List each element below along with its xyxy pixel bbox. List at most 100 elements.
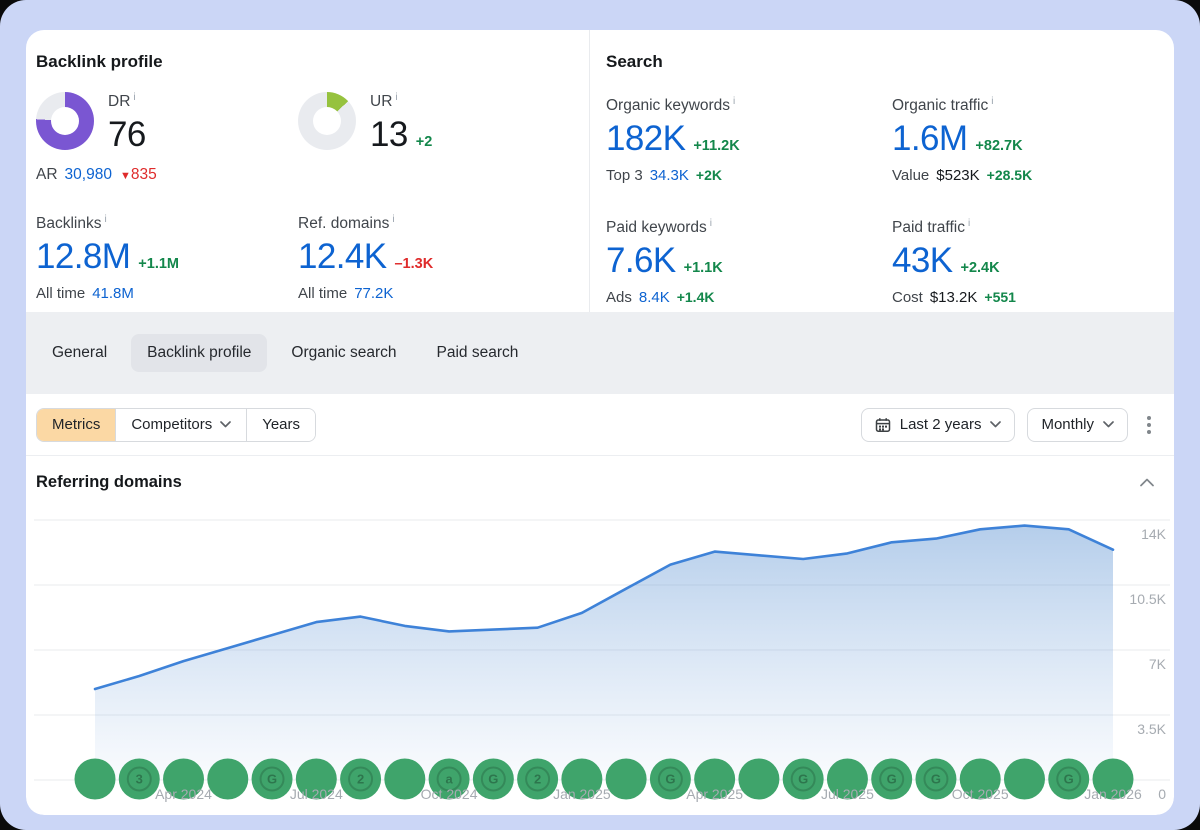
event-marker-glyph: G	[1064, 772, 1074, 787]
event-marker[interactable]	[74, 758, 116, 800]
all-time-backlinks-link[interactable]: 41.8M	[92, 284, 134, 302]
chart-area	[95, 525, 1113, 780]
paid-keywords-value-link[interactable]: 7.6K	[606, 241, 676, 281]
ur-label: UR	[370, 93, 393, 111]
event-marker[interactable]	[826, 758, 868, 800]
referring-domains-title: Referring domains	[36, 473, 182, 491]
paid-traffic-delta: +2.4K	[960, 260, 1000, 277]
event-marker-badge-ring	[657, 766, 683, 792]
event-marker[interactable]	[605, 758, 647, 800]
dr-value: 76	[108, 115, 146, 155]
event-marker[interactable]	[649, 758, 691, 800]
event-marker-badge-ring	[879, 766, 905, 792]
backlinks-value-link[interactable]: 12.8M	[36, 237, 131, 277]
event-marker[interactable]	[1048, 758, 1090, 800]
referring-domains-header: Referring domains	[26, 456, 1174, 492]
info-icon[interactable]: i	[392, 213, 395, 225]
tab-organic-search[interactable]: Organic search	[275, 334, 412, 372]
event-marker[interactable]	[1003, 758, 1045, 800]
event-marker[interactable]	[517, 758, 559, 800]
paid-keywords-delta: +1.1K	[683, 260, 723, 277]
event-marker-badge-ring	[436, 766, 462, 792]
backlinks-delta: +1.1M	[138, 256, 179, 273]
event-marker[interactable]	[340, 758, 382, 800]
info-icon[interactable]: i	[104, 213, 107, 225]
traffic-value: $523K	[936, 166, 980, 184]
years-label: Years	[262, 416, 301, 433]
event-marker[interactable]	[915, 758, 957, 800]
event-marker-glyph: G	[931, 772, 941, 787]
event-marker[interactable]	[384, 758, 426, 800]
event-marker-glyph: 2	[534, 772, 541, 787]
event-marker-badge-ring	[480, 766, 506, 792]
y-axis-label: 14K	[1141, 526, 1167, 542]
tab-general[interactable]: General	[36, 334, 123, 372]
event-marker[interactable]	[871, 758, 913, 800]
event-marker[interactable]	[118, 758, 160, 800]
chart-line	[93, 524, 1115, 691]
paid-keywords-stat: Paid keywords i 7.6K +1.1K Ads 8.4K +1.4K	[606, 218, 892, 306]
event-marker[interactable]	[738, 758, 780, 800]
event-marker[interactable]	[251, 758, 293, 800]
organic-traffic-value-link[interactable]: 1.6M	[892, 119, 968, 159]
top3-value-link[interactable]: 34.3K	[649, 166, 689, 184]
ar-value-link[interactable]: 30,980	[64, 165, 112, 183]
dr-stat: DR i 76 AR 30,980 ▼835	[36, 92, 298, 184]
more-options-button[interactable]	[1140, 411, 1158, 439]
x-axis-label: Oct 2024	[421, 786, 478, 802]
event-marker[interactable]	[561, 758, 603, 800]
all-time-ref-domains-link[interactable]: 77.2K	[354, 284, 394, 302]
info-icon[interactable]: i	[733, 96, 736, 107]
ads-delta: +1.4K	[676, 288, 715, 305]
info-icon[interactable]: i	[709, 217, 713, 229]
paid-traffic-value-link[interactable]: 43K	[892, 241, 953, 281]
organic-keywords-value-link[interactable]: 182K	[606, 119, 686, 159]
tab-backlink-profile[interactable]: Backlink profile	[131, 334, 268, 372]
chevron-down-icon	[1103, 421, 1114, 428]
search-heading: Search	[606, 52, 663, 71]
x-axis-label: Jul 2024	[290, 786, 343, 802]
event-marker-badge-ring	[525, 766, 551, 792]
granularity-button[interactable]: Monthly	[1027, 407, 1128, 442]
competitors-button[interactable]: Competitors	[116, 408, 248, 441]
chart-toolbar: Metrics Competitors Years Last 2 years M…	[26, 394, 1174, 456]
cost-delta: +551	[984, 288, 1016, 305]
event-marker[interactable]	[959, 758, 1001, 800]
info-icon[interactable]: i	[395, 92, 398, 103]
collapse-section-button[interactable]	[1136, 474, 1158, 491]
ads-value-link[interactable]: 8.4K	[638, 288, 670, 306]
y-axis-label: 7K	[1149, 656, 1167, 672]
paid-traffic-label: Paid traffic	[892, 219, 965, 237]
cost-label: Cost	[892, 288, 923, 306]
ref-domains-value-link[interactable]: 12.4K	[298, 237, 387, 277]
tab-paid-search[interactable]: Paid search	[421, 334, 535, 372]
info-icon[interactable]: i	[991, 96, 994, 107]
top3-label: Top 3	[606, 166, 643, 184]
years-button[interactable]: Years	[247, 408, 316, 441]
event-marker[interactable]	[163, 758, 205, 800]
event-marker-badge-ring	[790, 766, 816, 792]
traffic-value-delta: +28.5K	[986, 166, 1033, 183]
event-marker-glyph: G	[488, 772, 498, 787]
event-marker[interactable]	[207, 758, 249, 800]
organic-keywords-label: Organic keywords	[606, 97, 731, 115]
y-axis-label: 3.5K	[1137, 721, 1166, 737]
ref-domains-stat: Ref. domains i 12.4K –1.3K All time 77.2K	[298, 214, 589, 302]
event-marker[interactable]	[694, 758, 736, 800]
event-marker-glyph: 3	[136, 772, 143, 787]
event-marker[interactable]	[428, 758, 470, 800]
info-icon[interactable]: i	[967, 217, 971, 229]
event-marker[interactable]	[782, 758, 824, 800]
event-marker[interactable]	[295, 758, 337, 800]
event-marker[interactable]	[472, 758, 514, 800]
backlinks-label: Backlinks	[36, 215, 102, 233]
date-range-label: Last 2 years	[899, 416, 982, 433]
event-marker[interactable]	[1092, 758, 1134, 800]
ar-delta: 835	[130, 165, 157, 183]
chevron-down-icon	[220, 421, 232, 428]
info-icon[interactable]: i	[133, 92, 136, 103]
y-axis-label: 10.5K	[1129, 591, 1166, 607]
metrics-button[interactable]: Metrics	[37, 408, 117, 441]
date-range-button[interactable]: Last 2 years	[860, 407, 1016, 442]
